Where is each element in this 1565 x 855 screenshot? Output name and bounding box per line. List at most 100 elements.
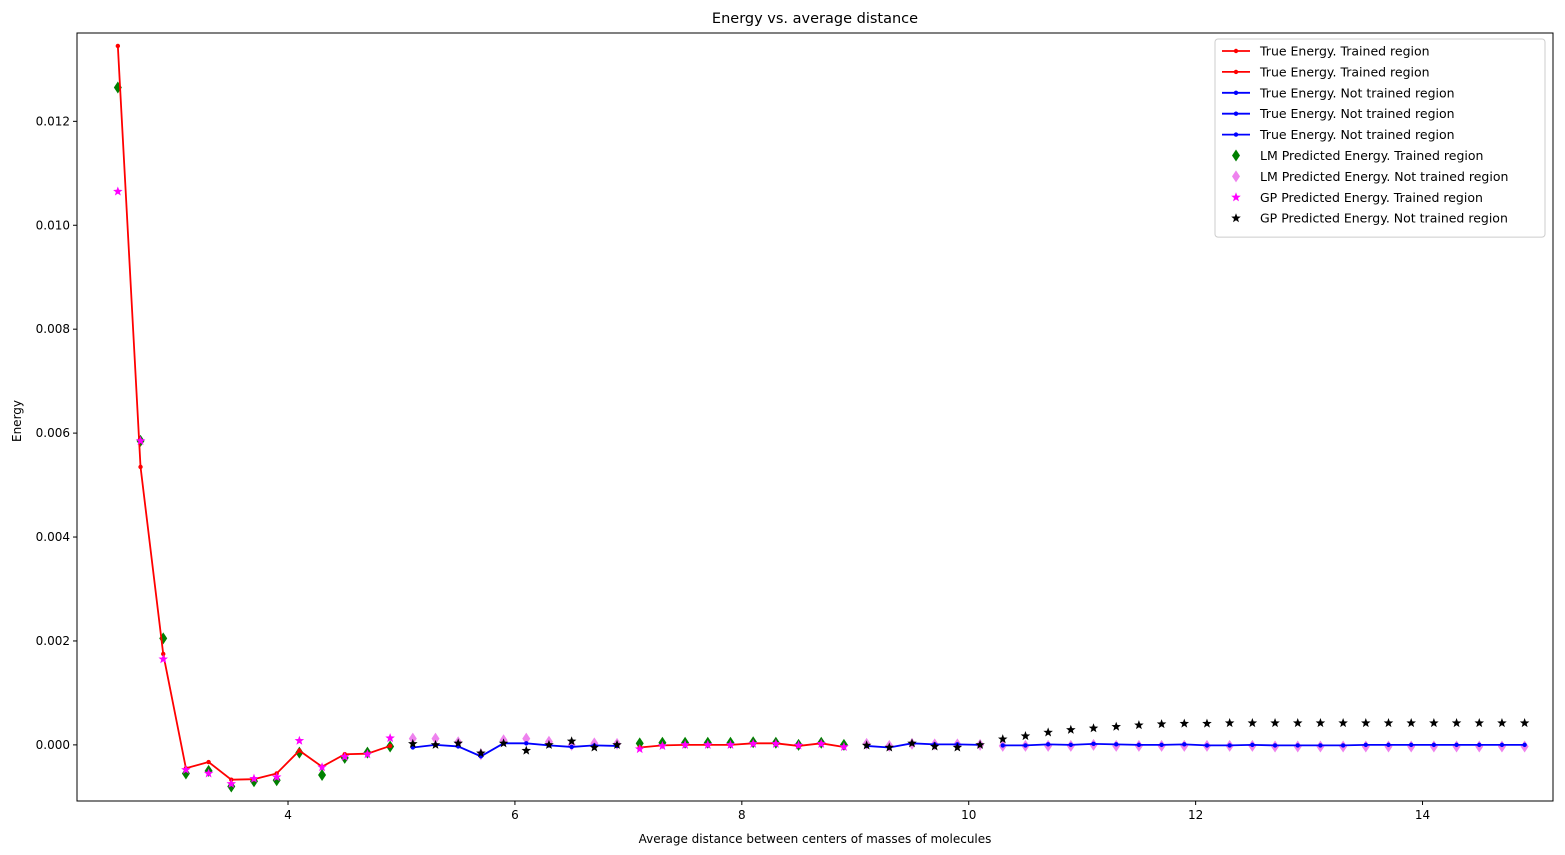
data-point — [680, 739, 690, 749]
data-point — [839, 741, 849, 751]
plot-area — [76, 32, 1554, 802]
data-point — [1134, 720, 1144, 730]
data-point — [1224, 718, 1235, 728]
data-point — [318, 769, 327, 782]
data-point — [1315, 718, 1326, 728]
data-point — [1406, 718, 1416, 728]
legend-item: True Energy. Trained region — [1222, 64, 1430, 79]
series-8 — [408, 718, 1530, 758]
legend-marker — [1233, 90, 1239, 96]
y-tick-label: 0.000 — [36, 738, 70, 752]
x-tick-label: 12 — [1188, 808, 1203, 822]
data-point — [226, 778, 237, 788]
data-point — [657, 740, 668, 750]
data-point — [1091, 741, 1096, 747]
legend-label: GP Predicted Energy. Trained region — [1260, 190, 1483, 205]
data-point — [1227, 743, 1232, 748]
data-point — [1318, 743, 1323, 748]
data-point — [317, 762, 327, 772]
data-point — [1295, 743, 1300, 748]
x-axis-label: Average distance between centers of mass… — [639, 832, 992, 846]
data-point — [1088, 723, 1099, 733]
data-point — [1363, 742, 1369, 748]
data-point — [1451, 718, 1462, 728]
data-point — [271, 772, 282, 782]
legend: True Energy. Trained region True Energy. … — [1214, 38, 1546, 238]
data-point — [1361, 718, 1371, 728]
legend-item: GP Predicted Energy. Not trained region — [1231, 211, 1508, 226]
data-point — [158, 654, 168, 664]
legend-item: LM Predicted Energy. Not trained region — [1232, 169, 1508, 184]
data-point — [635, 737, 644, 750]
data-point — [1159, 742, 1164, 748]
data-point — [1043, 727, 1053, 737]
data-point — [1270, 718, 1280, 728]
x-tick-label: 14 — [1415, 808, 1430, 822]
x-tick-label: 4 — [284, 808, 292, 822]
legend-item: True Energy. Trained region — [1222, 44, 1430, 59]
data-point — [1477, 742, 1482, 748]
data-point — [1000, 743, 1005, 748]
x-tick-label: 6 — [511, 808, 519, 822]
series-layer — [113, 43, 1530, 793]
data-point — [522, 732, 531, 745]
legend-item: LM Predicted Energy. Trained region — [1232, 148, 1483, 163]
data-point — [703, 739, 713, 749]
data-point — [793, 740, 804, 750]
data-point — [203, 768, 214, 778]
legend-marker — [1233, 48, 1239, 54]
data-point — [748, 738, 758, 748]
legend-label: True Energy. Not trained region — [1259, 127, 1455, 142]
legend-label: GP Predicted Energy. Not trained region — [1260, 211, 1508, 226]
data-point — [1340, 743, 1346, 748]
data-point — [1182, 742, 1187, 747]
legend-item: True Energy. Not trained region — [1222, 106, 1455, 121]
data-point — [408, 738, 418, 748]
data-point — [1454, 742, 1459, 748]
y-tick-label: 0.012 — [36, 114, 70, 128]
data-point — [1250, 742, 1255, 748]
data-point — [1522, 742, 1527, 748]
data-point — [1020, 731, 1031, 741]
y-tick-label: 0.008 — [36, 322, 70, 336]
data-point — [498, 738, 509, 748]
data-point — [249, 773, 259, 783]
x-axis-ticks: 4 6 8 10 12 14 — [284, 801, 1430, 822]
data-point — [387, 743, 393, 749]
data-point — [1156, 719, 1167, 729]
y-tick-label: 0.002 — [36, 634, 70, 648]
legend-item: GP Predicted Energy. Trained region — [1231, 190, 1483, 205]
data-point — [181, 764, 191, 774]
data-point — [1497, 718, 1507, 728]
y-tick-label: 0.010 — [36, 218, 70, 232]
legend-label: LM Predicted Energy. Trained region — [1260, 148, 1483, 163]
data-point — [135, 435, 146, 445]
data-point — [816, 738, 826, 748]
data-point — [113, 186, 123, 196]
data-point — [771, 738, 781, 748]
data-point — [725, 739, 736, 749]
data-point — [1204, 743, 1210, 748]
legend-label: True Energy. Trained region — [1259, 64, 1430, 79]
data-point — [544, 739, 554, 749]
legend-marker — [1232, 149, 1240, 162]
data-point — [1272, 743, 1278, 748]
data-point — [569, 744, 574, 750]
data-point — [1045, 742, 1051, 747]
data-point — [430, 739, 441, 749]
legend-label: LM Predicted Energy. Not trained region — [1260, 169, 1508, 184]
data-point — [1383, 718, 1394, 728]
data-point — [1111, 721, 1121, 731]
data-point — [431, 732, 440, 745]
data-point — [1386, 742, 1391, 748]
data-point — [1114, 742, 1119, 747]
legend-box — [1214, 38, 1546, 238]
data-point — [476, 748, 486, 758]
data-point — [975, 739, 985, 749]
legend-item: True Energy. Not trained region — [1222, 85, 1455, 100]
data-point — [1429, 718, 1439, 728]
y-tick-label: 0.004 — [36, 530, 70, 544]
series-line — [639, 742, 845, 749]
data-point — [1431, 742, 1437, 748]
